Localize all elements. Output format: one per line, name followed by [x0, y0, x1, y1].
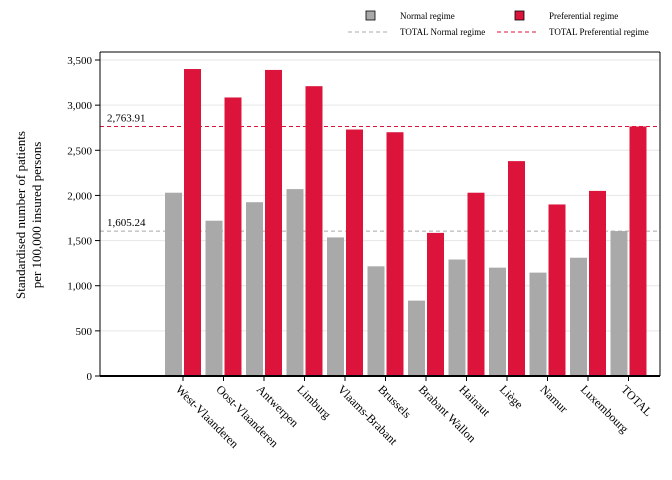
- y-tick-label: 2,000: [67, 190, 92, 202]
- y-axis-label-line-2: per 100,000 insured persons: [29, 142, 44, 289]
- legend: Normal regime Preferential regime TOTAL No…: [348, 10, 649, 37]
- reference-label-normal: 1,605.24: [107, 217, 146, 229]
- bar-preferential-4: [346, 129, 363, 376]
- bar-normal-3: [286, 189, 304, 376]
- legend-preferential-regime-label: Preferential regime: [549, 11, 618, 21]
- bar-normal-10: [570, 257, 587, 376]
- y-axis-label-line-1: Standardised number of patients: [13, 131, 28, 299]
- y-tick-label: 0: [87, 371, 93, 383]
- axes: [99, 51, 661, 377]
- reference-label-preferential: 2,763.91: [107, 112, 146, 124]
- bar-preferential-8: [508, 161, 525, 376]
- bar-normal-8: [489, 267, 506, 376]
- y-tick-label: 500: [76, 326, 93, 338]
- legend-normal-regime-label: Normal regime: [400, 11, 455, 21]
- y-tick-label: 1,000: [67, 281, 92, 293]
- bar-normal-0: [165, 192, 182, 376]
- bar-normal-5: [367, 266, 385, 376]
- x-tick-label: Brussels: [375, 382, 414, 421]
- y-tick-label: 2,500: [67, 145, 92, 157]
- legend-total-preferential-label: TOTAL Preferential regime: [549, 27, 649, 37]
- bar-preferential-7: [467, 192, 485, 376]
- y-ticks: 0 500 1,000 1,500 2,000 2,500 3,000 3,500: [67, 55, 100, 383]
- bar-normal-6: [408, 300, 425, 376]
- legend-preferential-regime-swatch: [514, 10, 525, 21]
- y-tick-label: 3,500: [67, 55, 92, 67]
- x-tick-label: Liège: [497, 382, 526, 411]
- bar-preferential-5: [386, 132, 404, 376]
- bar-normal-9: [529, 272, 547, 376]
- bar-normal-11: [610, 231, 628, 376]
- bar-normal-1: [205, 220, 223, 376]
- x-tick-label: Namur: [537, 382, 570, 415]
- y-tick-label: 3,000: [67, 100, 92, 112]
- bar-preferential-1: [224, 97, 242, 377]
- x-ticks: West-VlaanderenOost-VlaanderenAntwerpenL…: [173, 376, 655, 451]
- x-tick-label: Limburg: [294, 382, 333, 421]
- bar-preferential-3: [305, 86, 323, 376]
- bar-preferential-2: [265, 69, 282, 376]
- legend-normal-regime-swatch: [365, 10, 376, 21]
- x-tick-label: Hainaut: [456, 382, 493, 419]
- x-tick-label: TOTAL: [618, 382, 655, 419]
- bar-preferential-10: [589, 190, 606, 376]
- bar-normal-4: [327, 237, 344, 376]
- bar-preferential-6: [427, 232, 444, 376]
- bar-normal-2: [246, 202, 263, 376]
- bar-normal-7: [448, 259, 466, 376]
- bars: [165, 69, 647, 377]
- legend-total-normal-label: TOTAL Normal regime: [400, 27, 485, 37]
- bar-preferential-9: [548, 204, 566, 376]
- bar-preferential-0: [184, 69, 201, 377]
- y-tick-label: 1,500: [67, 236, 92, 248]
- bar-preferential-11: [629, 126, 647, 377]
